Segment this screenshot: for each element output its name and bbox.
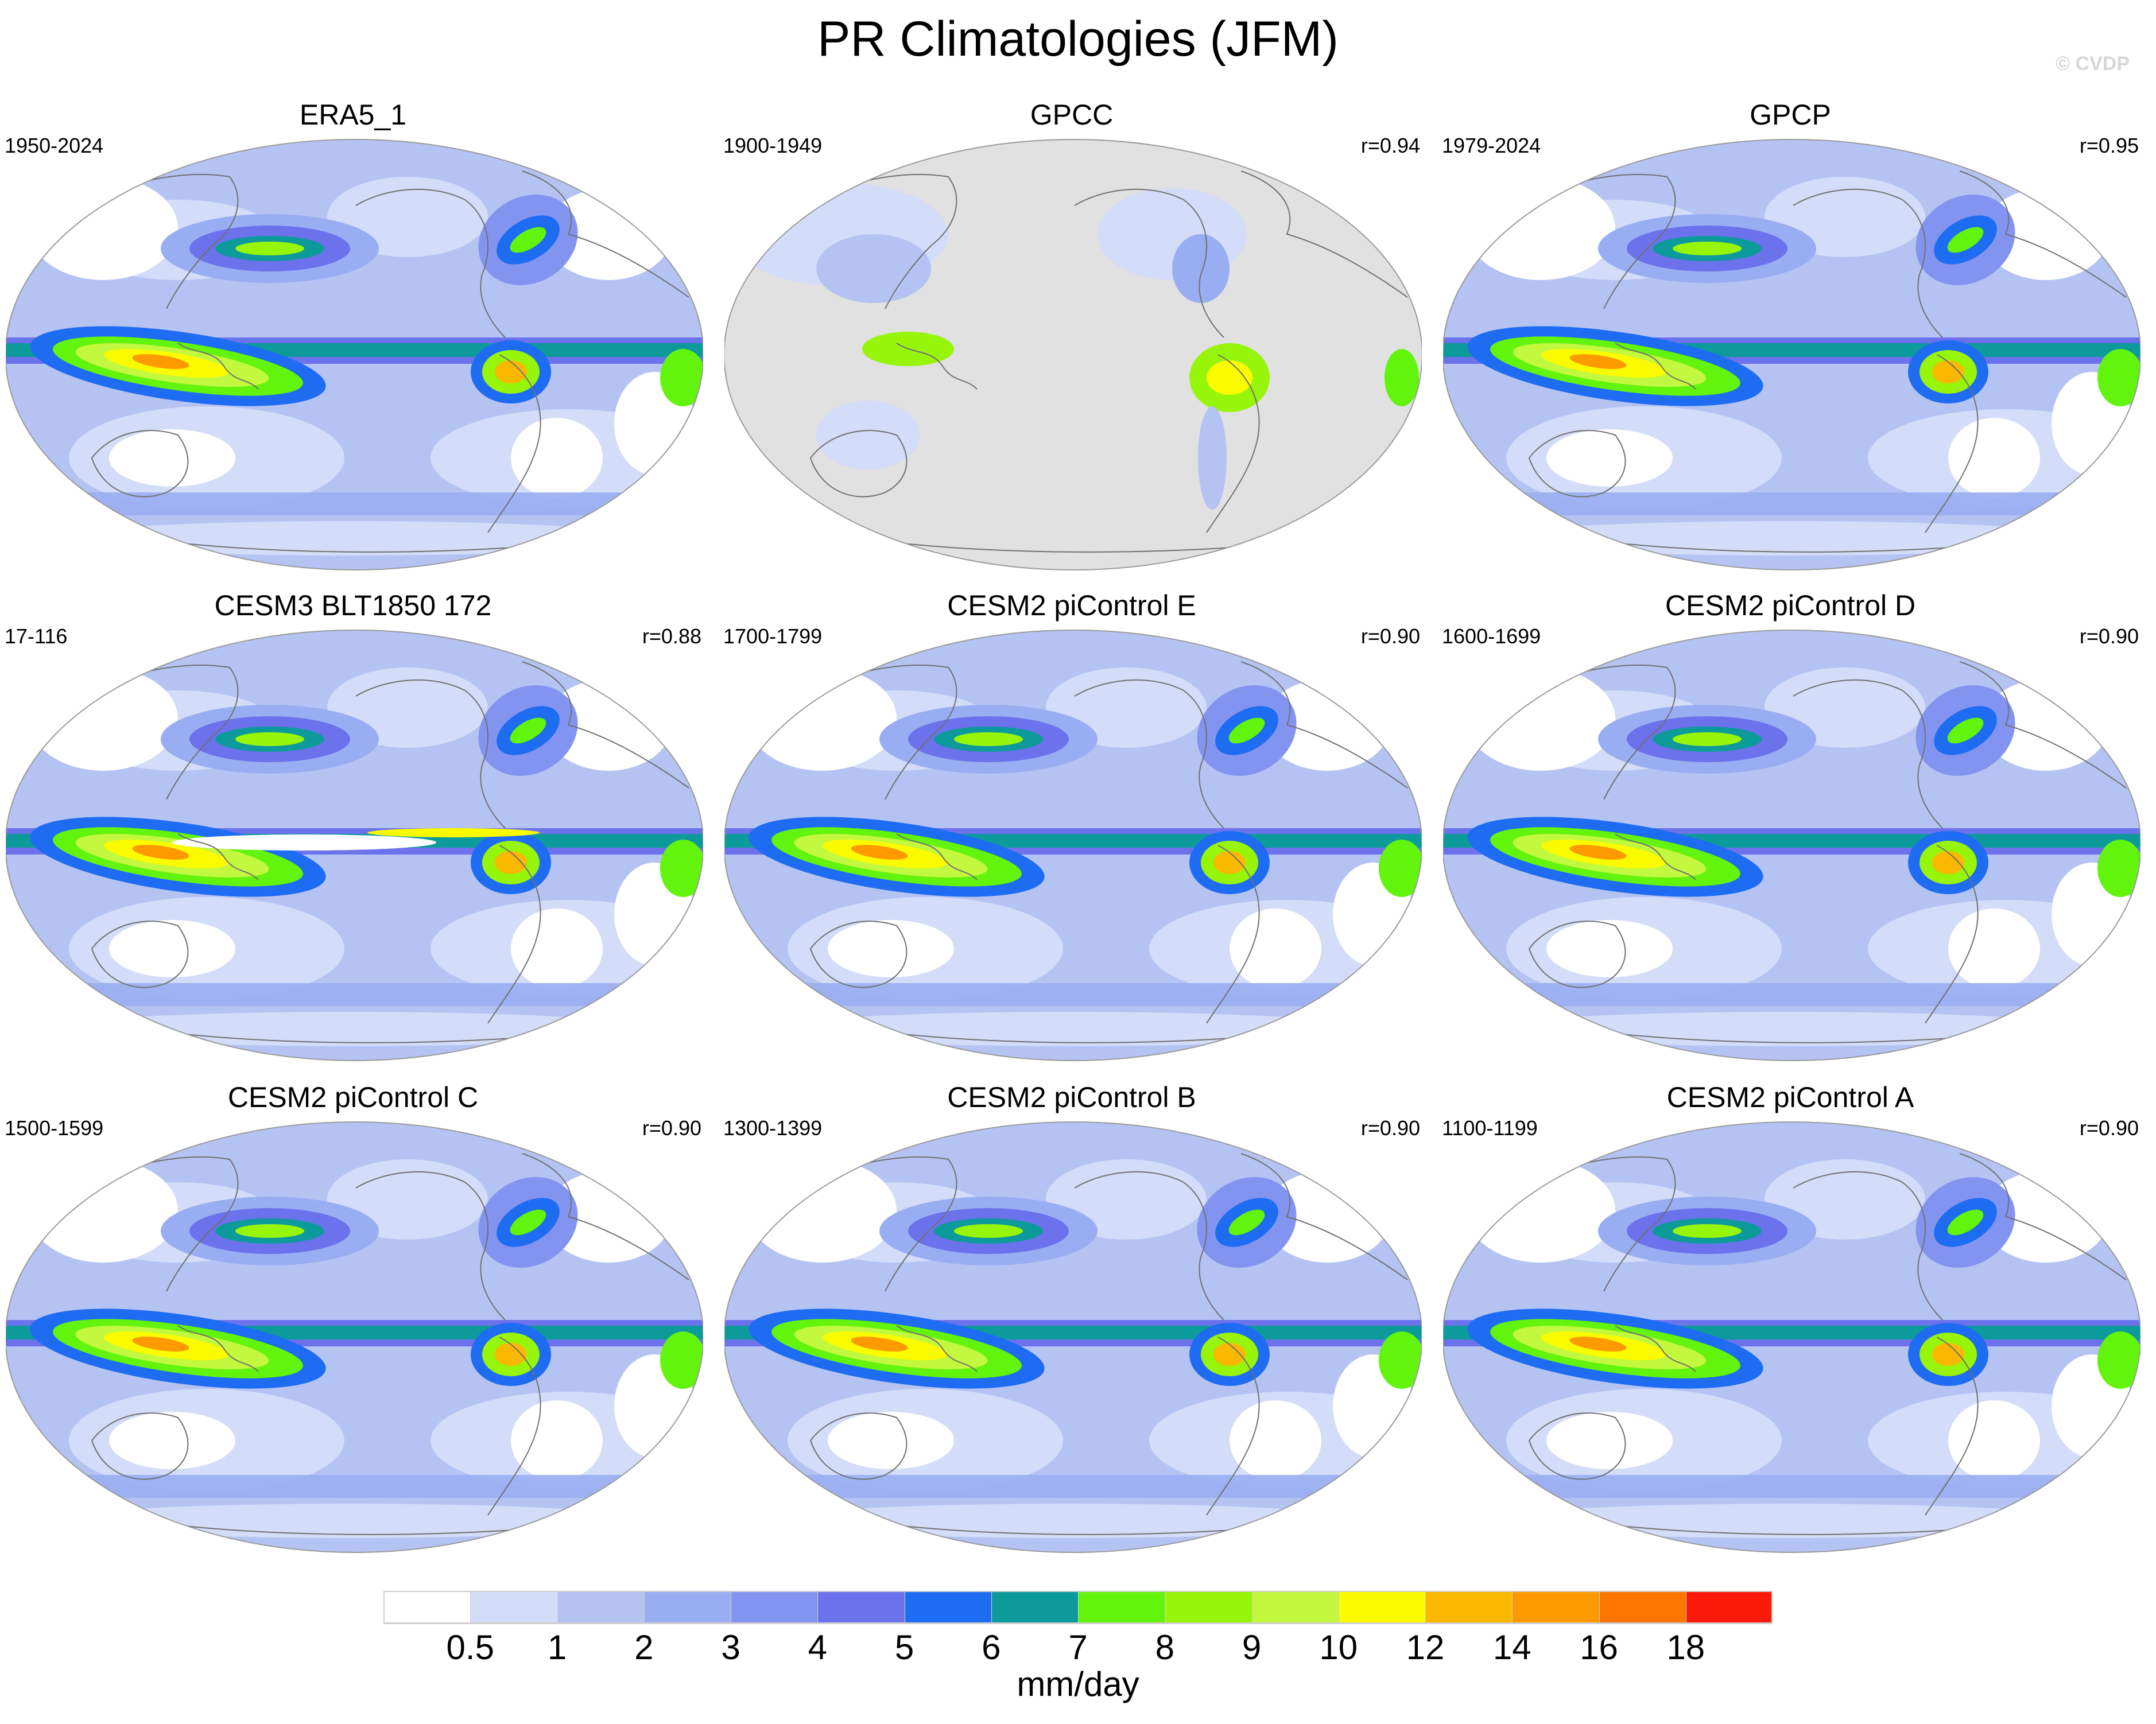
colorbar-tick-label: 12: [1406, 1628, 1445, 1667]
panel-period: 1600-1699: [1442, 624, 1541, 648]
colorbar-tick-label: 1: [547, 1628, 567, 1667]
panel-correlation: r=0.90: [1360, 1116, 1420, 1140]
panel-title: GPCP: [1750, 99, 1831, 131]
panel-title: GPCC: [1030, 99, 1114, 131]
panel-title: CESM2 piControl A: [1666, 1081, 1914, 1113]
panel-title: ERA5_1: [299, 99, 407, 131]
colorbar-swatch: [1512, 1591, 1599, 1623]
panel-correlation: r=0.90: [2079, 624, 2139, 648]
colorbar-swatch: [731, 1591, 818, 1623]
panel-correlation: r=0.90: [642, 1116, 701, 1140]
panel-title: CESM2 piControl E: [947, 589, 1196, 622]
colorbar-swatch: [1685, 1591, 1773, 1623]
colorbar-swatch: [557, 1591, 644, 1623]
map-panel: ERA5_1 1950-2024: [0, 98, 706, 585]
colorbar-swatch: [1425, 1591, 1513, 1623]
panel-correlation: r=0.95: [2079, 134, 2139, 157]
panel-title: CESM2 piControl D: [1665, 589, 1916, 622]
map-panel: GPCC 1900-1949 r=0.94: [719, 98, 1425, 585]
colorbar-tick-label: 10: [1319, 1628, 1358, 1667]
colorbar-tick-label: 8: [1155, 1628, 1174, 1667]
precipitation-map: [724, 139, 1422, 570]
precipitation-map: [6, 1121, 703, 1553]
panel-title: CESM2 piControl B: [947, 1081, 1196, 1113]
colorbar-swatch: [1599, 1591, 1686, 1623]
precipitation-map: [724, 630, 1422, 1061]
colorbar-tick-label: 16: [1580, 1628, 1618, 1667]
colorbar-tick-label: 5: [894, 1628, 914, 1667]
precipitation-map: [1443, 139, 2141, 570]
colorbar-swatch: [1078, 1591, 1165, 1623]
colorbar-swatch: [991, 1591, 1078, 1623]
colorbar-tick-label: 2: [634, 1628, 654, 1667]
colorbar-tick-label: 4: [808, 1628, 827, 1667]
map-panel: CESM2 piControl A 1100-1199 r=0.90: [1437, 1080, 2143, 1568]
page-title: PR Climatologies (JFM): [817, 11, 1339, 67]
colorbar-swatch: [383, 1591, 471, 1623]
panel-correlation: r=0.90: [1360, 624, 1420, 648]
map-panel: GPCP 1979-2024 r=0.95: [1437, 98, 2143, 585]
colorbar-tick-label: 3: [721, 1628, 740, 1667]
precipitation-map: [724, 1121, 1422, 1553]
colorbar-units: mm/day: [1017, 1665, 1139, 1703]
colorbar-tick-label: 7: [1068, 1628, 1088, 1667]
precipitation-map: [6, 630, 703, 1061]
panel-period: 1100-1199: [1442, 1116, 1538, 1140]
colorbar-tick-label: 14: [1492, 1628, 1531, 1667]
colorbar-swatch: [1251, 1591, 1339, 1623]
colorbar-swatch: [817, 1591, 905, 1623]
colorbar-swatch: [470, 1591, 557, 1623]
precipitation-map: [6, 139, 703, 570]
colorbar-tick-label: 9: [1242, 1628, 1262, 1667]
colorbar: [383, 1591, 1773, 1624]
map-panel: CESM3 BLT1850 172 17-116 r=0.88: [0, 588, 706, 1076]
colorbar-swatch: [904, 1591, 991, 1623]
panel-period: 1900-1949: [723, 134, 823, 157]
panel-period: 1500-1599: [5, 1116, 104, 1140]
map-panel: CESM2 piControl C 1500-1599 r=0.90: [0, 1080, 706, 1568]
panel-period: 1300-1399: [723, 1116, 823, 1140]
watermark: © CVDP: [2056, 53, 2130, 75]
panel-period: 17-116: [5, 624, 68, 648]
panel-period: 1979-2024: [1442, 134, 1541, 157]
panel-title: CESM3 BLT1850 172: [214, 589, 492, 622]
colorbar-swatch: [643, 1591, 731, 1623]
map-panel: CESM2 piControl E 1700-1799 r=0.90: [719, 588, 1425, 1076]
colorbar-swatch: [1165, 1591, 1252, 1623]
colorbar-tick-label: 0.5: [446, 1628, 494, 1667]
panel-correlation: r=0.94: [1360, 134, 1420, 157]
panel-title: CESM2 piControl C: [227, 1081, 479, 1113]
precipitation-map: [1443, 630, 2141, 1061]
panel-correlation: r=0.88: [642, 624, 701, 648]
colorbar-tick-label: 6: [982, 1628, 1001, 1667]
map-panel: CESM2 piControl D 1600-1699 r=0.90: [1437, 588, 2143, 1076]
panel-period: 1950-2024: [5, 134, 104, 157]
map-panel: CESM2 piControl B 1300-1399 r=0.90: [719, 1080, 1425, 1568]
panel-period: 1700-1799: [723, 624, 823, 648]
colorbar-swatch: [1338, 1591, 1425, 1623]
panel-correlation: r=0.90: [2079, 1116, 2139, 1140]
precipitation-map: [1443, 1121, 2141, 1553]
colorbar-tick-label: 18: [1666, 1628, 1705, 1667]
